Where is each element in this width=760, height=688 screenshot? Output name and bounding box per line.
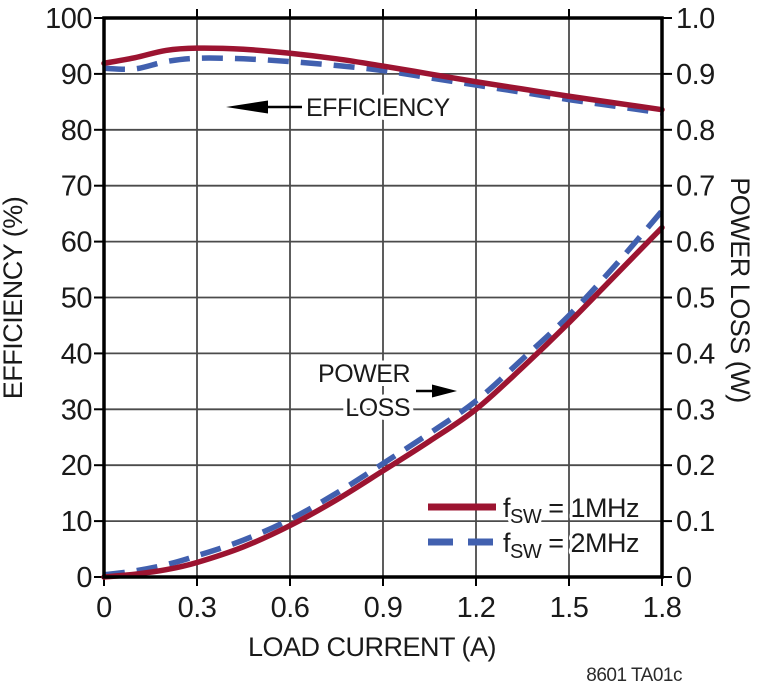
y-right-tick-label: 0.2: [676, 450, 715, 482]
y-right-tick-label: 0.5: [676, 283, 715, 315]
y-left-tick-label: 10: [61, 506, 92, 538]
y-left-tick-label: 20: [61, 450, 92, 482]
y-left-tick-label: 30: [61, 394, 92, 426]
x-tick-label: 1.5: [550, 592, 589, 624]
legend-label: fSW = 2MHz: [503, 528, 639, 563]
annotation-efficiency: EFFICIENCY: [226, 90, 455, 126]
y-left-tick-label: 90: [61, 59, 92, 91]
annotation-text: LOSS: [345, 394, 410, 422]
y-right-tick-label: 0.8: [676, 115, 715, 147]
tick-labels: 0 0.3 0.6 0.9 1.2 1.5 1.80 010 0.120 0.230 0.340 0.…: [45, 3, 716, 624]
annotation-power-loss: POWER LOSS: [314, 356, 457, 426]
y-right-tick-label: 0.6: [676, 227, 715, 259]
series-efficiency-fsw-1mhz: [101, 45, 665, 113]
y-right-tick-label: 0.7: [676, 171, 715, 203]
y-right-tick-label: 0: [676, 562, 692, 594]
annotation-arrow-head-right: [432, 384, 457, 398]
legend-label: fSW = 1MHz: [503, 493, 639, 528]
x-tick-label: 0: [96, 592, 112, 624]
series-efficiency-fsw-2mhz: [103, 55, 663, 116]
y-left-tick-label: 100: [45, 3, 92, 35]
x-tick-label: 0.9: [364, 592, 403, 624]
y-left-tick-label: 0: [76, 562, 92, 594]
x-tick-label: 0.3: [178, 592, 217, 624]
x-axis-title: LOAD CURRENT (A): [248, 632, 496, 662]
figure-footnote: 8601 TA01c: [586, 665, 682, 686]
gridlines: [104, 18, 662, 577]
y-left-tick-label: 50: [61, 283, 92, 315]
plot-frame: [102, 16, 664, 579]
y-right-tick-label: 0.9: [676, 59, 715, 91]
y-left-axis-title: EFFICIENCY (%): [0, 197, 28, 400]
annotation-arrow-head-left: [226, 100, 268, 114]
y-right-tick-label: 0.1: [676, 506, 715, 538]
y-right-tick-label: 0.4: [676, 338, 715, 370]
y-left-tick-label: 40: [61, 338, 92, 370]
y-left-tick-label: 70: [61, 171, 92, 203]
x-tick-label: 1.2: [457, 592, 496, 624]
x-tick-label: 0.6: [271, 592, 310, 624]
series-power-loss-fsw-1mhz: [101, 224, 665, 580]
y-right-axis-title: POWER LOSS (W): [725, 177, 755, 403]
x-tick-label: 1.8: [643, 592, 682, 624]
y-left-tick-label: 60: [61, 227, 92, 259]
series-power-loss-fsw-2mhz: [103, 209, 665, 578]
y-right-tick-label: 0.3: [676, 394, 715, 426]
annotation-text: POWER: [318, 360, 410, 388]
y-right-tick-label: 1.0: [676, 3, 715, 35]
annotation-text: EFFICIENCY: [306, 94, 450, 122]
y-left-tick-label: 80: [61, 115, 92, 147]
